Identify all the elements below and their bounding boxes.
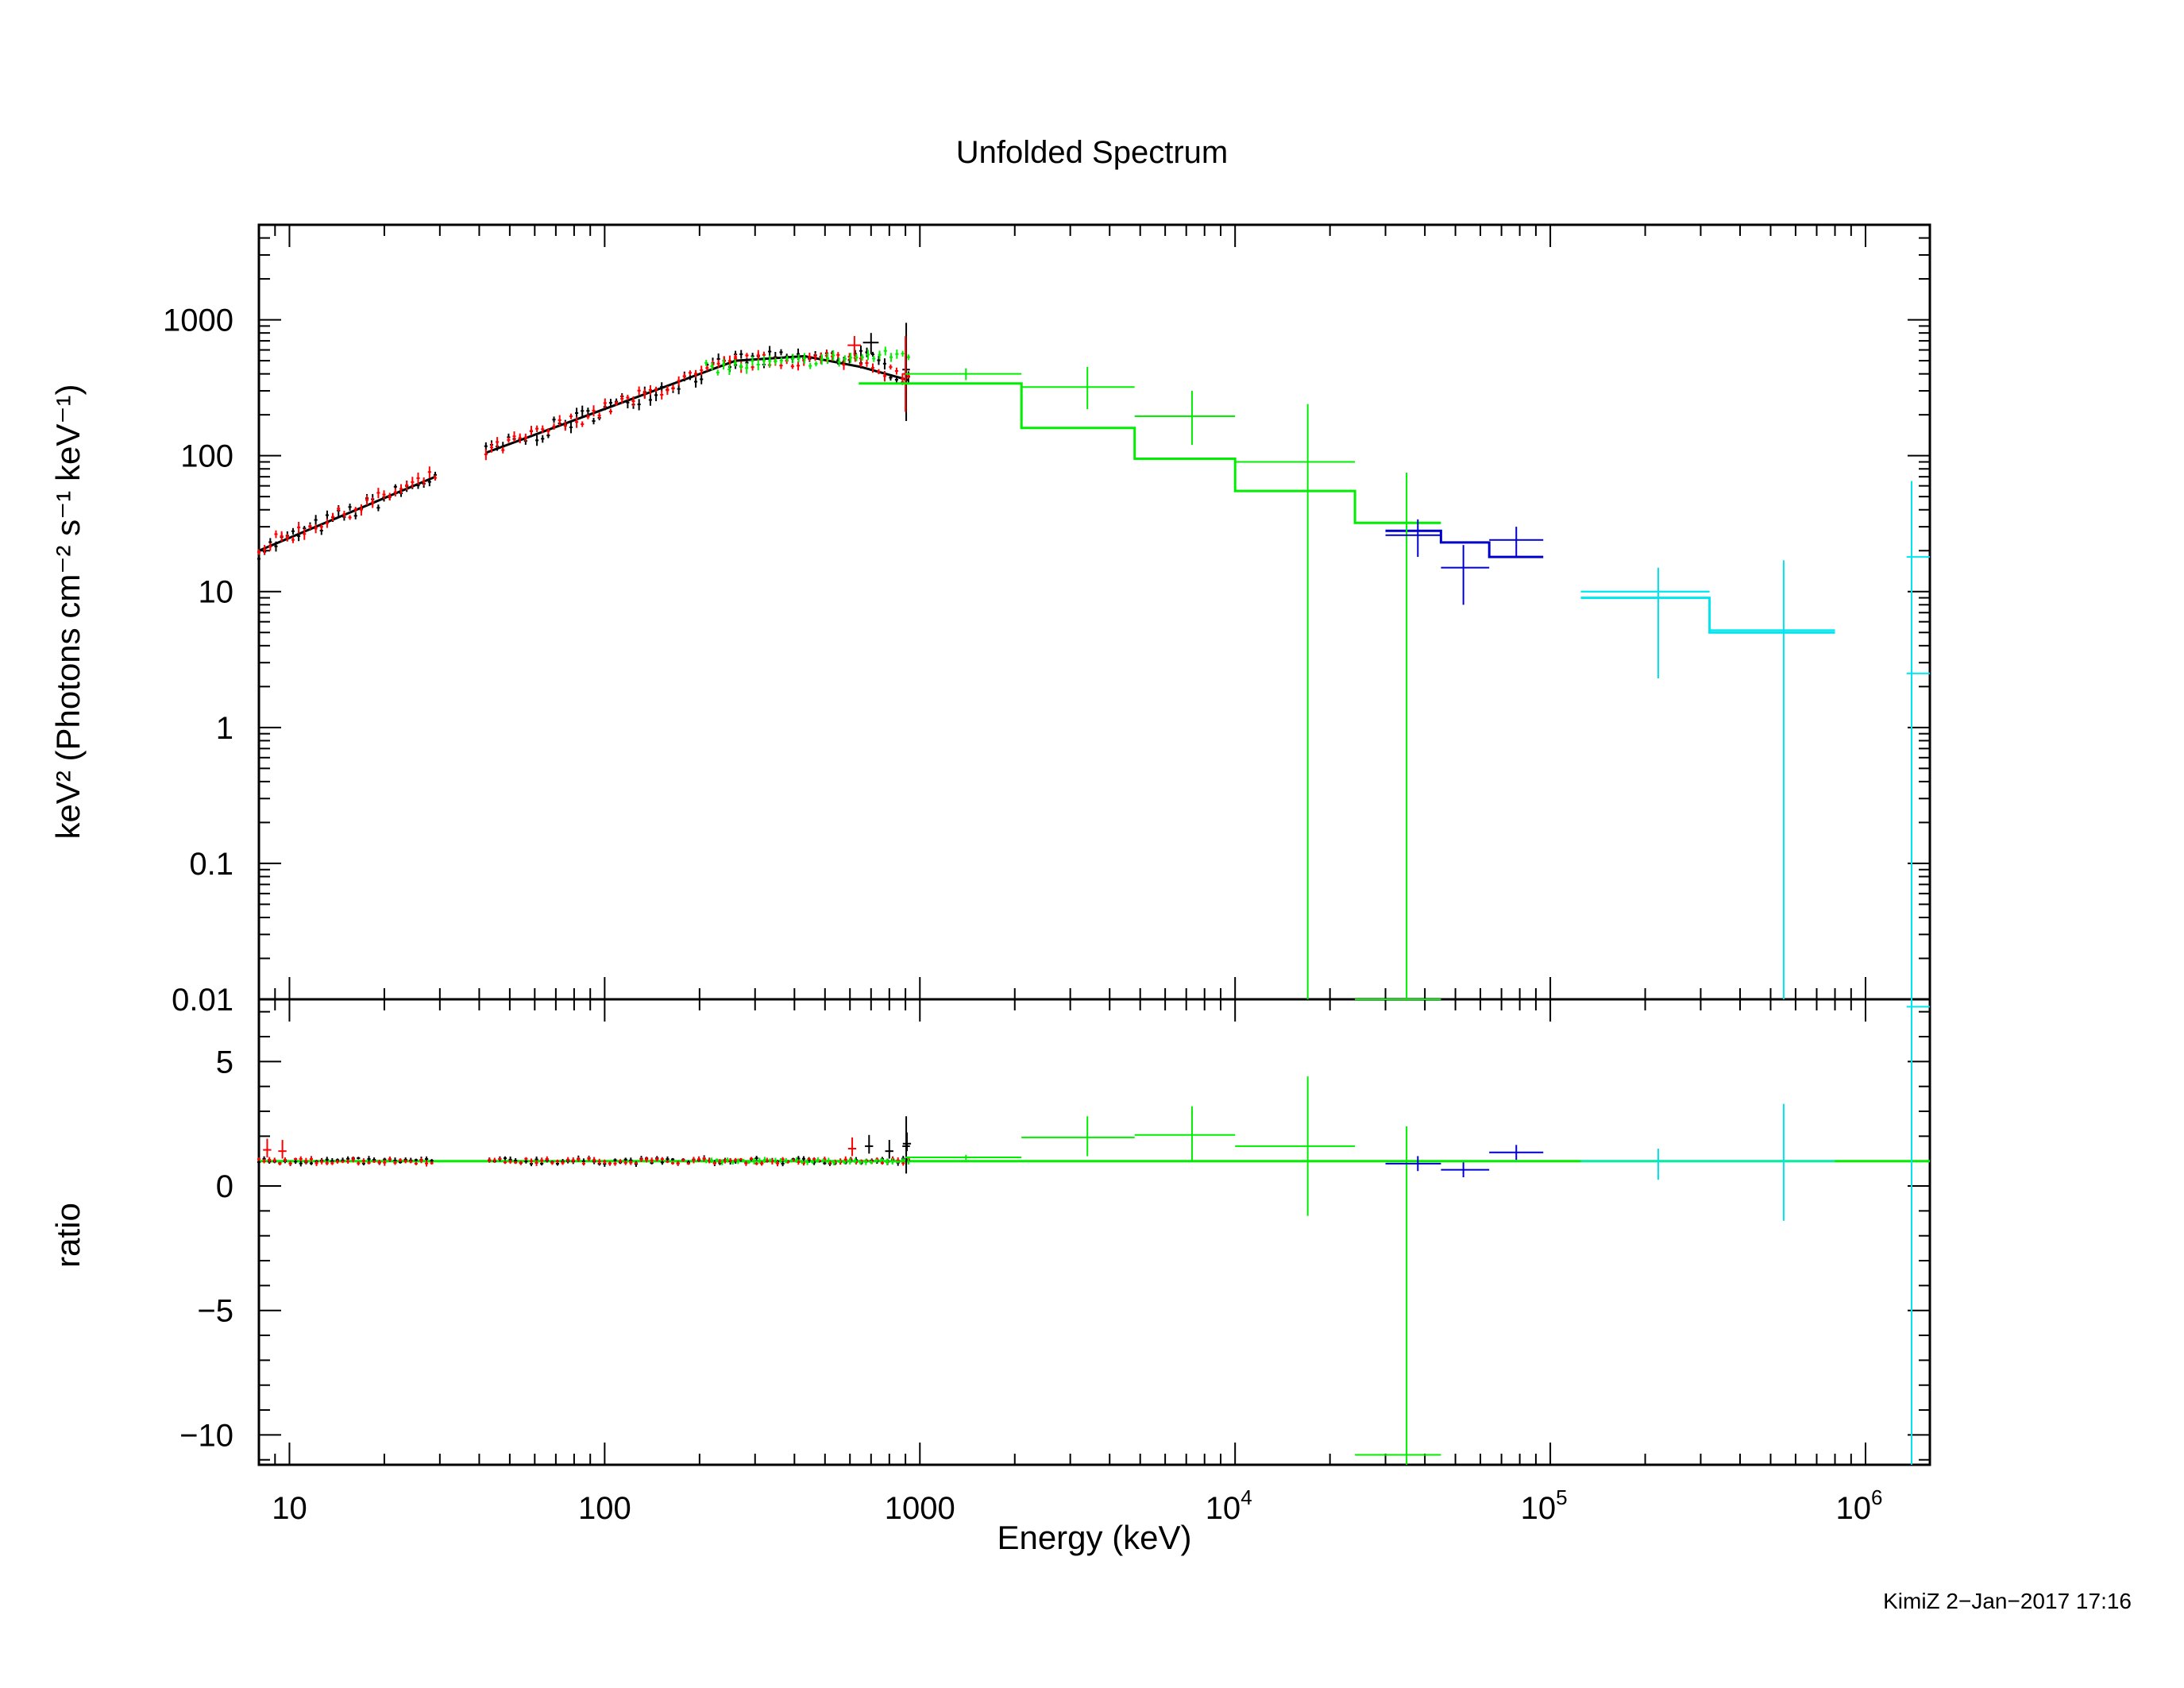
x-tick-label: 106 xyxy=(1835,1485,1882,1526)
x-tick-label: 104 xyxy=(1206,1485,1252,1526)
y-bottom-tick-label: 5 xyxy=(216,1045,233,1080)
x-tick-label: 105 xyxy=(1521,1485,1568,1526)
y-top-tick-label: 0.01 xyxy=(172,983,233,1018)
y-bottom-tick-label: 0 xyxy=(216,1169,233,1204)
top-panel xyxy=(257,223,1931,1001)
y-top-axis-ticks: 1000 100 10 1 0.1 0.01 xyxy=(163,224,1930,1018)
y-bottom-axis-label: ratio xyxy=(49,1203,87,1268)
cyan-model-step xyxy=(1580,597,1835,634)
top-panel-frame xyxy=(257,223,1931,1001)
bottom-panel-frame xyxy=(257,998,1931,1466)
chart-title: Unfolded Spectrum xyxy=(956,135,1228,170)
x-tick-exponent: 4 xyxy=(1241,1485,1252,1509)
x-tick-exponent: 5 xyxy=(1556,1485,1567,1509)
y-bottom-tick-label: −10 xyxy=(179,1418,233,1453)
bottom-panel xyxy=(257,998,1931,1466)
y-bottom-tick-label: −5 xyxy=(197,1294,233,1329)
y-top-tick-label: 1000 xyxy=(163,303,233,338)
green-model-step xyxy=(859,382,1441,524)
footer-stamp: KimiZ 2−Jan−2017 17:16 xyxy=(1883,1589,2132,1613)
y-top-tick-label: 100 xyxy=(180,439,233,474)
black-model-curve xyxy=(258,354,909,552)
blue-model-step xyxy=(1385,529,1544,558)
series-layer xyxy=(257,323,1930,1465)
x-axis-label: Energy (keV) xyxy=(997,1519,1191,1556)
y-top-tick-label: 10 xyxy=(199,575,234,610)
y-bottom-axis-ticks: 5 0 −5 −10 xyxy=(179,1010,1930,1461)
x-tick-exponent: 6 xyxy=(1871,1485,1882,1509)
x-tick-label: 1000 xyxy=(885,1491,955,1526)
y-top-tick-label: 0.1 xyxy=(189,847,233,882)
x-axis-ticks: 10 100 1000 104 105 106 xyxy=(258,225,1882,1526)
y-top-tick-label: 1 xyxy=(216,711,233,746)
y-top-axis-label: keV² (Photons cm⁻² s⁻¹ keV⁻¹) xyxy=(49,384,87,840)
x-tick-label: 100 xyxy=(578,1491,631,1526)
x-tick-label: 10 xyxy=(272,1491,307,1526)
